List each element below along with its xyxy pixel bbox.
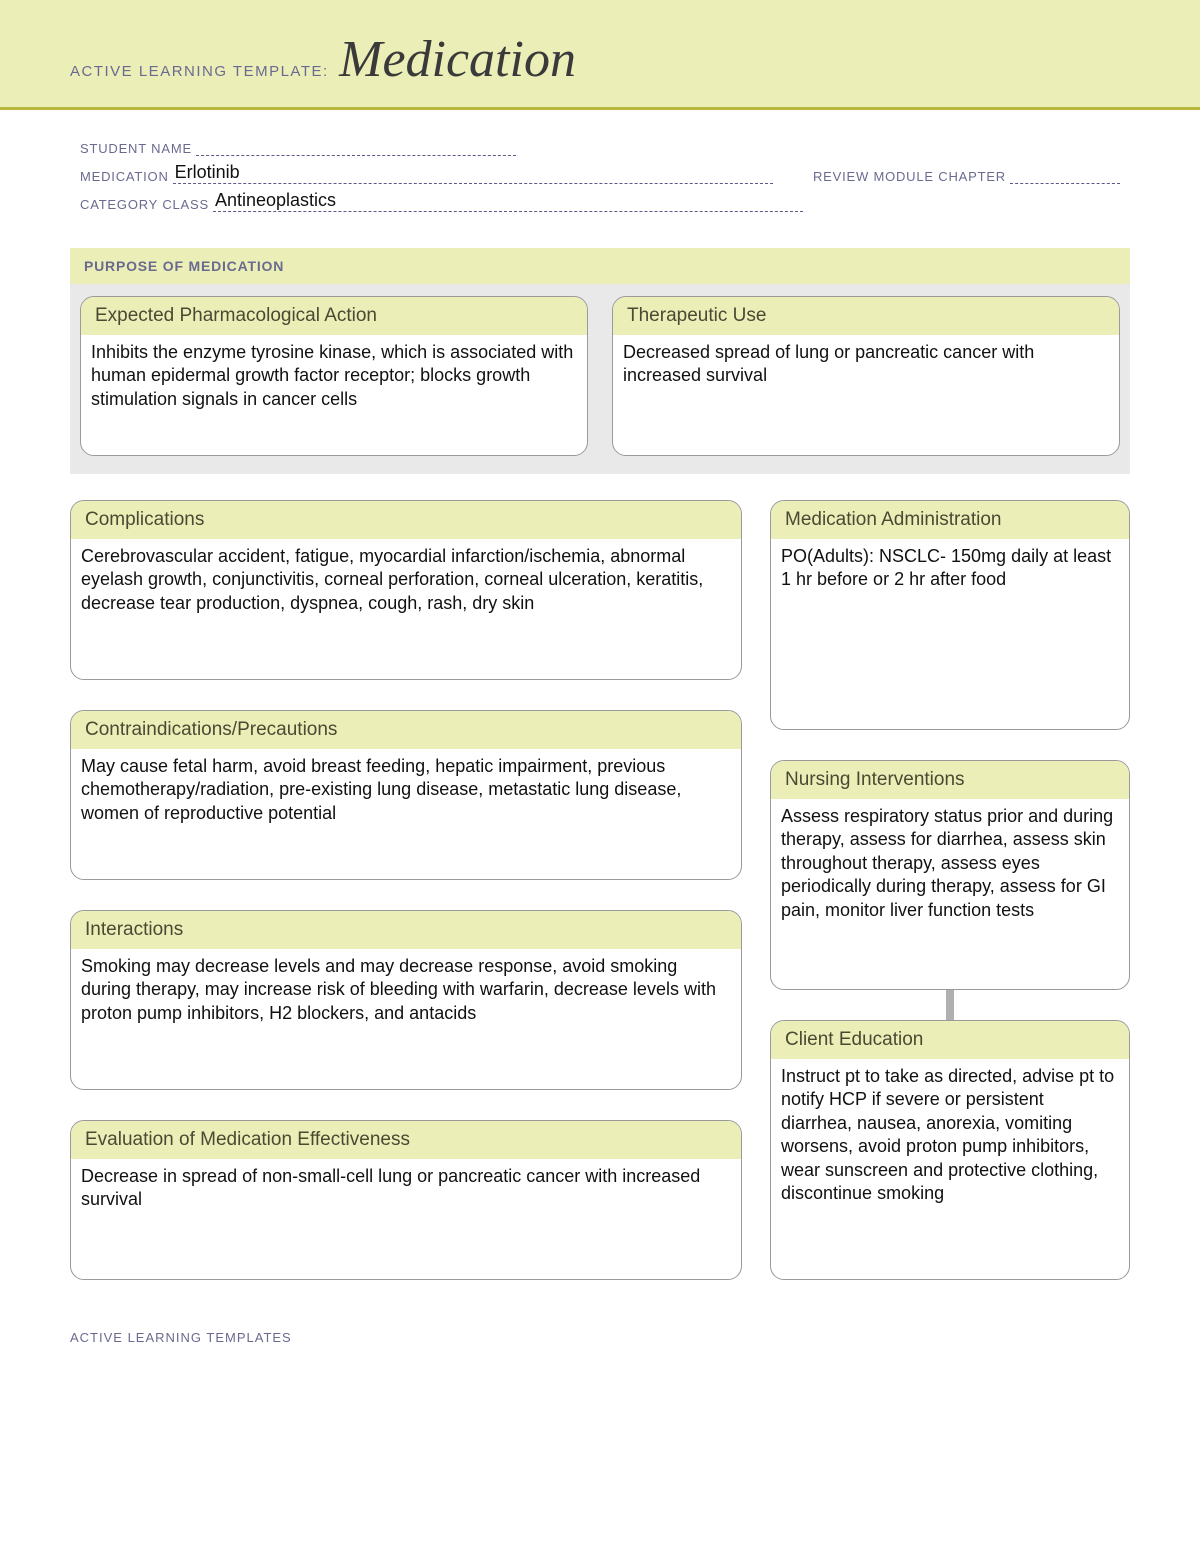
category-line[interactable]: Antineoplastics: [213, 194, 803, 212]
card-complications-title: Complications: [71, 501, 741, 539]
banner-title: Medication: [339, 31, 576, 88]
right-column: Medication Administration PO(Adults): NS…: [770, 500, 1130, 1280]
student-name-label: STUDENT NAME: [80, 141, 192, 156]
card-complications: Complications Cerebrovascular accident, …: [70, 500, 742, 680]
review-label: REVIEW MODULE CHAPTER: [813, 169, 1006, 184]
card-therapeutic-use-title: Therapeutic Use: [613, 297, 1119, 335]
banner: ACTIVE LEARNING TEMPLATE: Medication: [0, 0, 1200, 110]
student-name-row: STUDENT NAME: [80, 138, 1120, 156]
card-contraindications-body: May cause fetal harm, avoid breast feedi…: [71, 749, 741, 879]
purpose-section-bar: PURPOSE OF MEDICATION: [70, 248, 1130, 284]
page: ACTIVE LEARNING TEMPLATE: Medication STU…: [0, 0, 1200, 1385]
left-column: Complications Cerebrovascular accident, …: [70, 500, 742, 1280]
category-value: Antineoplastics: [215, 190, 336, 211]
card-contraindications-title: Contraindications/Precautions: [71, 711, 741, 749]
medication-row: MEDICATION Erlotinib REVIEW MODULE CHAPT…: [80, 166, 1120, 184]
review-line[interactable]: [1010, 166, 1120, 184]
purpose-wrap: Expected Pharmacological Action Inhibits…: [70, 284, 1130, 474]
footer-text: ACTIVE LEARNING TEMPLATES: [70, 1330, 1130, 1345]
card-contraindications: Contraindications/Precautions May cause …: [70, 710, 742, 880]
card-pharma-action: Expected Pharmacological Action Inhibits…: [80, 296, 588, 456]
fields-block: STUDENT NAME MEDICATION Erlotinib REVIEW…: [0, 110, 1200, 238]
card-interactions: Interactions Smoking may decrease levels…: [70, 910, 742, 1090]
card-complications-body: Cerebrovascular accident, fatigue, myoca…: [71, 539, 741, 679]
card-education-body: Instruct pt to take as directed, advise …: [771, 1059, 1129, 1279]
card-therapeutic-use: Therapeutic Use Decreased spread of lung…: [612, 296, 1120, 456]
banner-prefix: ACTIVE LEARNING TEMPLATE:: [70, 63, 329, 80]
card-evaluation-body: Decrease in spread of non-small-cell lun…: [71, 1159, 741, 1279]
card-interactions-body: Smoking may decrease levels and may decr…: [71, 949, 741, 1089]
card-administration-body: PO(Adults): NSCLC- 150mg daily at least …: [771, 539, 1129, 729]
card-interactions-title: Interactions: [71, 911, 741, 949]
card-nursing-title: Nursing Interventions: [771, 761, 1129, 799]
card-education: Client Education Instruct pt to take as …: [770, 1020, 1130, 1280]
card-pharma-action-body: Inhibits the enzyme tyrosine kinase, whi…: [81, 335, 587, 455]
connector-line: [946, 990, 954, 1020]
card-therapeutic-use-body: Decreased spread of lung or pancreatic c…: [613, 335, 1119, 455]
card-evaluation: Evaluation of Medication Effectiveness D…: [70, 1120, 742, 1280]
card-pharma-action-title: Expected Pharmacological Action: [81, 297, 587, 335]
category-label: CATEGORY CLASS: [80, 197, 209, 212]
student-name-line[interactable]: [196, 138, 516, 156]
category-row: CATEGORY CLASS Antineoplastics: [80, 194, 1120, 212]
card-administration-title: Medication Administration: [771, 501, 1129, 539]
card-education-title: Client Education: [771, 1021, 1129, 1059]
card-administration: Medication Administration PO(Adults): NS…: [770, 500, 1130, 730]
card-nursing: Nursing Interventions Assess respiratory…: [770, 760, 1130, 990]
card-nursing-body: Assess respiratory status prior and duri…: [771, 799, 1129, 989]
card-evaluation-title: Evaluation of Medication Effectiveness: [71, 1121, 741, 1159]
main-grid: Complications Cerebrovascular accident, …: [70, 500, 1130, 1280]
medication-label: MEDICATION: [80, 169, 169, 184]
medication-value: Erlotinib: [175, 162, 240, 183]
medication-line[interactable]: Erlotinib: [173, 166, 773, 184]
